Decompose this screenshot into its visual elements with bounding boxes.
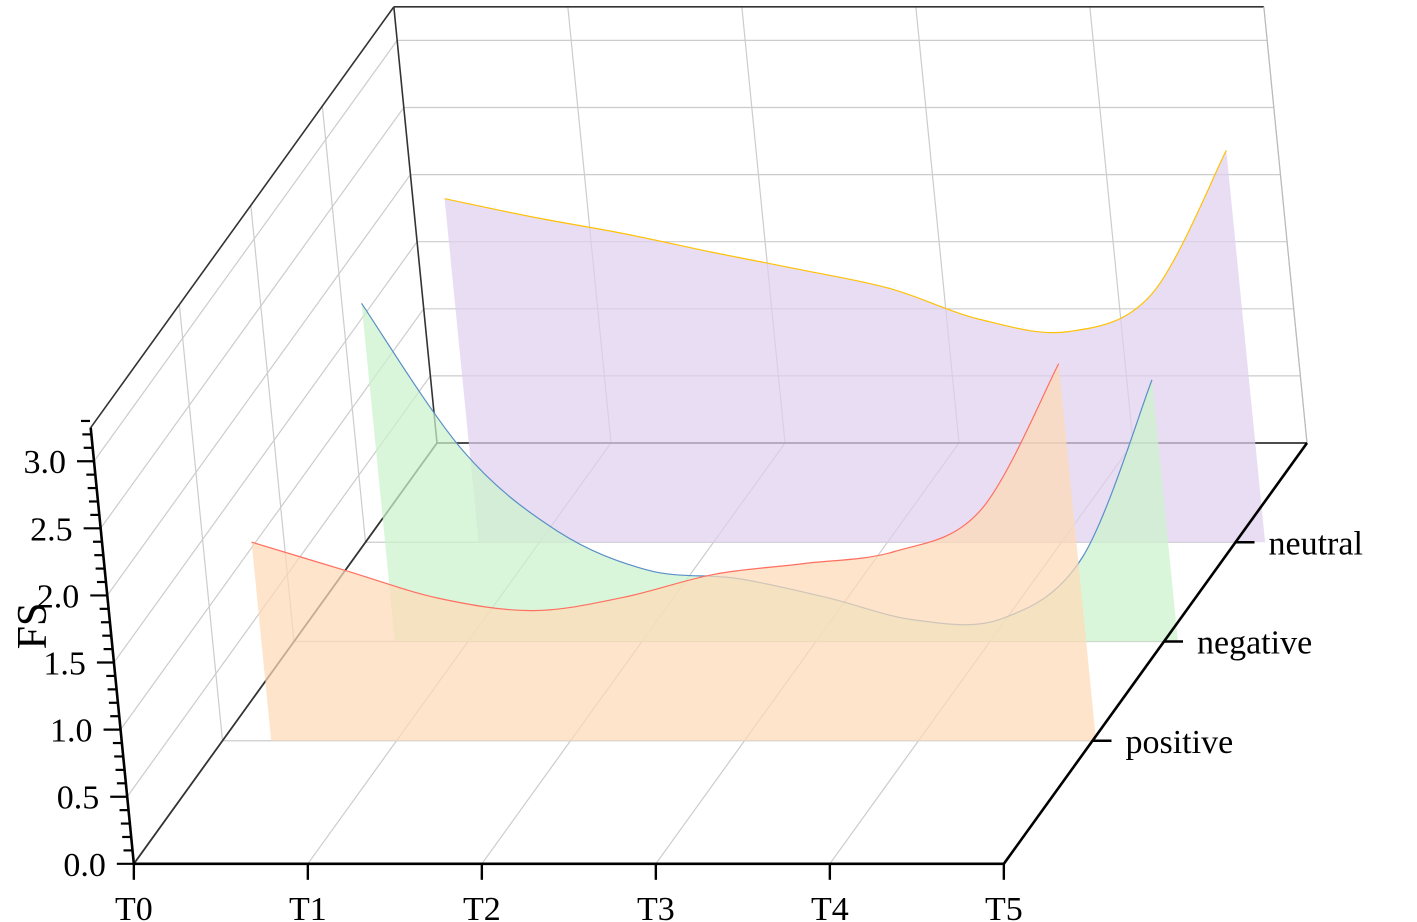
x-tick-label: T3 bbox=[637, 891, 675, 922]
z-tick-label: 2.0 bbox=[37, 578, 80, 615]
y-tick-label: negative bbox=[1197, 625, 1312, 662]
left-wall-grid-line bbox=[100, 107, 405, 529]
left-wall-grid-line bbox=[93, 40, 398, 462]
z-tick-label: 1.5 bbox=[43, 646, 86, 683]
back-panel-edge bbox=[1263, 6, 1308, 444]
y-axis-line bbox=[1002, 442, 1309, 865]
left-panel-top-edge bbox=[90, 6, 395, 429]
y-tick-label: neutral bbox=[1269, 525, 1363, 562]
x-tick-label: T4 bbox=[811, 891, 849, 922]
left-wall-grid-line bbox=[321, 106, 367, 543]
z-axis-line bbox=[89, 427, 136, 864]
series-line-neutral bbox=[444, 150, 1227, 334]
axis-layer bbox=[77, 419, 1309, 880]
z-tick-label: 1.0 bbox=[50, 713, 93, 750]
x-tick-label: T5 bbox=[985, 891, 1023, 922]
y-tick-label: positive bbox=[1126, 724, 1234, 761]
z-tick-label: 0.0 bbox=[63, 847, 106, 884]
x-tick-label: T0 bbox=[115, 891, 153, 922]
series-line-positive bbox=[251, 363, 1060, 612]
z-tick-label: 0.5 bbox=[57, 780, 100, 817]
x-tick-label: T1 bbox=[289, 891, 327, 922]
z-tick-label: 3.0 bbox=[24, 444, 67, 481]
left-wall-grid-line bbox=[178, 304, 224, 741]
z-axis-title: FS bbox=[10, 603, 56, 650]
back-panel-edge bbox=[393, 6, 438, 444]
z-tick-label: 2.5 bbox=[30, 511, 73, 548]
label-layer: FS T0 T1 T2 T3 T4 T5 0.0 0.5 1.0 1.5 2.0 2.5 3.0 posi… bbox=[10, 444, 1363, 922]
x-tick-label: T2 bbox=[463, 891, 501, 922]
left-wall-grid-line bbox=[106, 174, 411, 596]
area-layer bbox=[251, 150, 1266, 741]
series-area-negative bbox=[361, 303, 1178, 642]
series-area-positive bbox=[251, 363, 1097, 741]
